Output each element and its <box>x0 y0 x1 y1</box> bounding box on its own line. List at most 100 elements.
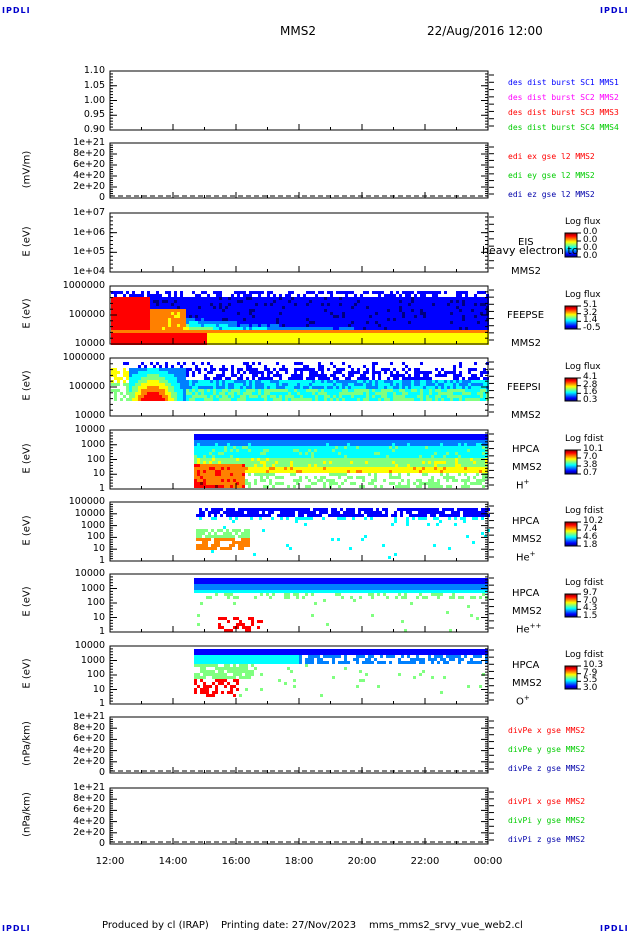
panel-edi-e-ytick-label: 2e+20 <box>73 181 105 192</box>
xaxis-tick-label-2: 16:00 <box>221 856 251 867</box>
panel-hpca-he-ytick-label: 1 <box>98 555 105 566</box>
panel-hpca-he-species-charge: + <box>529 550 536 558</box>
panel-hpca-o-species-charge: + <box>523 694 530 702</box>
panel-edi-e-legend-0: edi ex gse l2 MMS2 <box>508 152 595 161</box>
hpca-h-spectrogram <box>194 434 488 488</box>
panel-des-dist-legend-1: des dist burst SC2 MMS2 <box>508 93 619 102</box>
panel-eis-colorbar-label-0: 0.0 <box>583 227 598 237</box>
panel-hpca-o-ytick-label: 10000 <box>74 640 105 651</box>
panel-hpca-hepp-species: He++ <box>516 622 542 636</box>
footer-file-name: mms_mms2_srvy_vue_web2.cl <box>369 920 523 931</box>
corner-tag-top-right: IPDLI <box>600 6 629 15</box>
panel-feepse-ylabel: E (eV) <box>21 298 33 329</box>
panel-feepse-instrument: FEEPSE <box>507 310 545 321</box>
panel-hpca-o-species: O+ <box>516 694 530 708</box>
panel-hpca-o-colorbar-title: Log fdist <box>565 650 604 660</box>
feepsi-spectrogram <box>111 362 489 401</box>
panel-des-dist-legend-2: des dist burst SC3 MMS3 <box>508 108 619 117</box>
panel-feepse-ytick-label: 10000 <box>74 338 105 349</box>
panel-hpca-he-ytick-label: 1000 <box>80 519 105 531</box>
xaxis-tick-label-1: 14:00 <box>158 856 188 867</box>
panel-des-dist-frame <box>109 70 489 131</box>
panel-feepsi-ytick-label: 10000 <box>74 410 105 421</box>
panel-edi-e-ytick-label: 4e+20 <box>73 170 105 181</box>
panel-hpca-o-instrument: HPCA <box>512 660 540 671</box>
panel-hpca-hepp-ytick-label: 10000 <box>74 568 105 579</box>
panel-hpca-h-colorbar-title: Log fdist <box>565 434 604 444</box>
hpca-o-spectrogram <box>194 649 488 697</box>
corner-tag-bottom-left: IPDLI <box>2 924 31 933</box>
panel-eis-ytick-label: 1e+07 <box>73 207 105 218</box>
panel-feepsi-colorbar-title: Log flux <box>565 362 601 372</box>
feepse-spectrogram <box>111 291 489 345</box>
panel-hpca-h-colorbar-label-3: 0.7 <box>583 468 598 478</box>
footer-printing-date: Printing date: 27/Nov/2023 <box>221 920 357 931</box>
panel-eis-ylabel: E (eV) <box>21 225 33 257</box>
panel-des-dist-ytick-label: 1.00 <box>83 94 105 106</box>
panel-hpca-hepp-colorbar <box>564 593 578 618</box>
panel-hpca-h-colorbar <box>564 449 578 475</box>
panel-feepsi-colorbar-label-1: 2.8 <box>583 379 598 390</box>
panel-hpca-he-instrument: HPCA <box>512 516 540 527</box>
xaxis-tick-label-5: 22:00 <box>410 856 440 867</box>
panel-eis-colorbar-label-1: 0.0 <box>583 235 598 245</box>
panel-des-dist-ytick-label: 0.95 <box>83 109 105 121</box>
panel-feepse-colorbar <box>564 305 578 330</box>
panel-edi-e-legend-1: edi ey gse l2 MMS2 <box>508 171 595 180</box>
panel-hpca-he-spacecraft: MMS2 <box>512 534 542 545</box>
panel-hpca-he-colorbar-label-1: 7.4 <box>583 524 598 534</box>
xaxis-tick-label-0: 12:00 <box>95 856 125 867</box>
panel-edi-e-ytick-label: 8e+20 <box>73 148 105 159</box>
panel-hpca-o-colorbar-label-3: 3.0 <box>583 683 598 693</box>
panel-hpca-h-ylabel: E (eV) <box>21 442 33 474</box>
panel-hpca-hepp-ytick-label: 10 <box>92 611 105 623</box>
xaxis-tick-label-3: 18:00 <box>284 856 314 867</box>
panel-feepse-ytick-label: 1000000 <box>62 280 105 291</box>
panel-feepse-colorbar-label-2: 1.4 <box>583 315 598 326</box>
panel-hpca-h-instrument: HPCA <box>512 444 540 455</box>
panel-des-dist-ytick-label: 1.10 <box>83 65 105 76</box>
panel-hpca-he-colorbar-label-2: 4.6 <box>583 532 598 542</box>
panel-divpe-ytick-label: 0 <box>98 767 105 778</box>
panel-eis-ytick-label: 1e+05 <box>73 246 105 258</box>
panel-hpca-he-ytick-label: 100000 <box>68 496 105 507</box>
panel-hpca-he-ytick-label: 100 <box>86 531 105 543</box>
panel-hpca-o-colorbar-label-2: 5.5 <box>583 675 598 686</box>
panel-feepsi-colorbar-label-3: 0.3 <box>583 395 598 405</box>
panel-divpe-ytick-label: 2e+20 <box>73 755 105 767</box>
panel-hpca-h-colorbar-label-2: 3.8 <box>583 460 598 470</box>
panel-hpca-hepp-colorbar-label-0: 9.7 <box>583 588 598 598</box>
panel-feepsi-instrument: FEEPSI <box>507 382 541 393</box>
panel-hpca-hepp-colorbar-label-2: 4.3 <box>583 603 598 614</box>
panel-hpca-he-colorbar-label-0: 10.2 <box>583 516 604 526</box>
xaxis-tick-label-6: 00:00 <box>473 856 503 867</box>
panel-hpca-h-ytick-label: 10 <box>92 468 105 480</box>
panel-eis-colorbar-title: Log flux <box>565 217 601 227</box>
panel-feepsi-spacecraft: MMS2 <box>511 410 541 421</box>
panel-hpca-hepp-colorbar-label-3: 1.5 <box>583 611 598 621</box>
panel-hpca-h-ytick-label: 1 <box>98 483 105 494</box>
hpca-he-spectrogram <box>196 508 490 559</box>
panel-divpi-ytick-label: 4e+20 <box>73 815 105 827</box>
panel-feepsi-colorbar <box>564 377 578 402</box>
panel-divpe-ytick-label: 8e+20 <box>73 722 105 734</box>
panel-feepse-ytick-label: 100000 <box>68 309 105 320</box>
panel-divpi-legend-0: divPi x gse MMS2 <box>508 797 586 806</box>
panel-edi-e-ytick-label: 6e+20 <box>73 159 105 170</box>
panel-feepsi-colorbar-label-2: 1.6 <box>583 387 598 398</box>
panel-divpe-frame <box>109 716 489 774</box>
panel-feepsi-colorbar-label-0: 4.1 <box>583 372 598 382</box>
panel-divpi-ytick-label: 2e+20 <box>73 826 105 838</box>
panel-hpca-he-ylabel: E (eV) <box>21 514 33 546</box>
panel-divpe-ylabel: (nPa/km) <box>21 721 33 766</box>
panel-hpca-o-colorbar <box>564 665 578 690</box>
panel-hpca-hepp-ytick-label: 1 <box>98 626 105 637</box>
corner-tag-bottom-right: IPDLI <box>600 924 629 933</box>
panel-hpca-o-ytick-label: 100 <box>86 669 105 680</box>
panel-eis-colorbar-label-2: 0.0 <box>583 243 598 253</box>
panel-feepse-colorbar-title: Log flux <box>565 290 601 300</box>
panel-des-dist-legend-0: des dist burst SC1 MMS1 <box>508 78 619 87</box>
panel-edi-e-legend-2: edi ez gse l2 MMS2 <box>508 190 595 199</box>
